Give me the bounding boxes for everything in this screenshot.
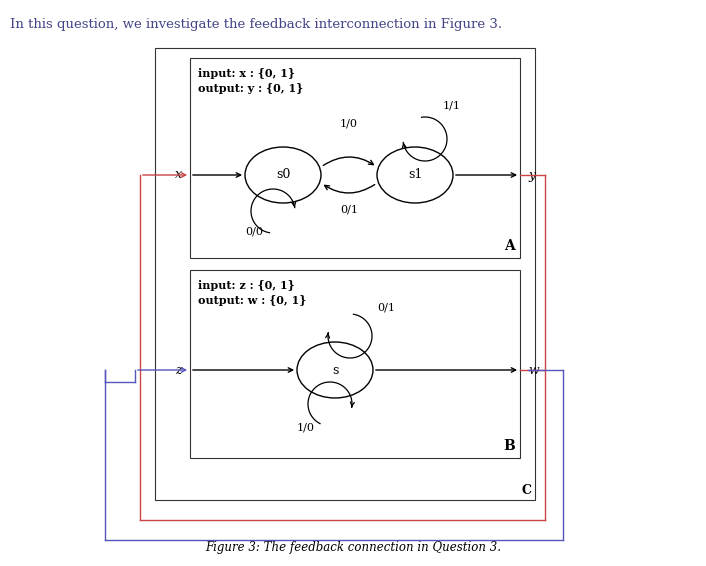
Text: s0: s0 [276, 169, 290, 182]
Text: B: B [503, 439, 515, 453]
Text: 1/1: 1/1 [443, 101, 461, 111]
Text: input: z : {0, 1}: input: z : {0, 1} [198, 280, 294, 291]
Text: output: y : {0, 1}: output: y : {0, 1} [198, 83, 304, 94]
Text: 1/0: 1/0 [340, 119, 358, 129]
Text: 0/1: 0/1 [377, 302, 395, 312]
Text: s1: s1 [408, 169, 422, 182]
Text: output: w : {0, 1}: output: w : {0, 1} [198, 295, 306, 306]
Text: 0/1: 0/1 [340, 205, 358, 215]
Text: input: x : {0, 1}: input: x : {0, 1} [198, 68, 295, 79]
Bar [155, 48, 535, 500]
Bar [190, 270, 520, 458]
Text: 0/0: 0/0 [245, 227, 263, 237]
Text: x: x [175, 169, 182, 182]
Text: z: z [175, 363, 182, 376]
Text: y: y [528, 169, 535, 182]
Text: w: w [528, 363, 539, 376]
Text: Figure 3: The feedback connection in Question 3.: Figure 3: The feedback connection in Que… [205, 541, 501, 554]
Bar [190, 58, 520, 258]
Text: C: C [522, 484, 532, 497]
Text: In this question, we investigate the feedback interconnection in Figure 3.: In this question, we investigate the fee… [10, 18, 502, 31]
Text: A: A [504, 239, 515, 253]
Text: 1/0: 1/0 [297, 422, 315, 432]
Text: s: s [332, 363, 338, 376]
